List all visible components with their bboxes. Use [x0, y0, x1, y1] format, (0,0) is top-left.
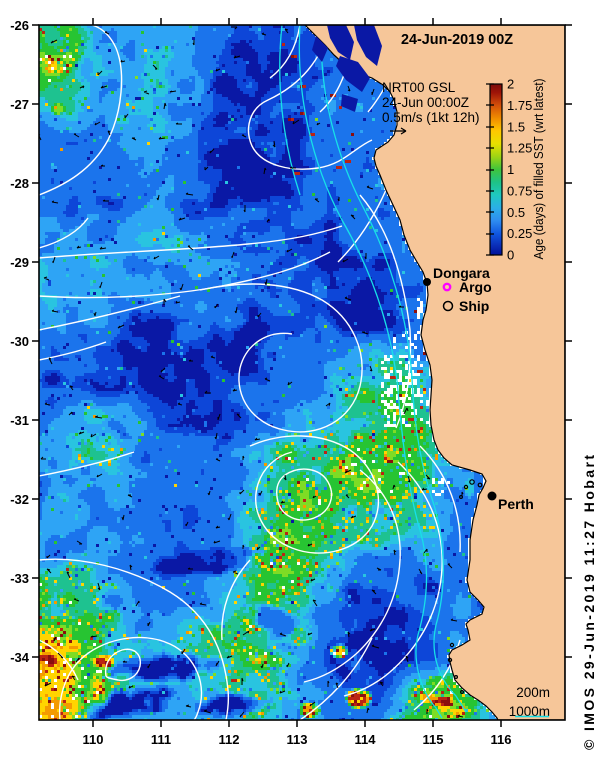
- svg-text:NRT00 GSL: NRT00 GSL: [382, 80, 456, 95]
- svg-text:Ship: Ship: [459, 298, 489, 314]
- svg-text:-31: -31: [10, 413, 29, 428]
- svg-text:0.25: 0.25: [507, 226, 532, 241]
- svg-text:1: 1: [507, 162, 514, 177]
- svg-text:0: 0: [507, 248, 514, 263]
- svg-text:113: 113: [287, 732, 308, 747]
- svg-text:-26: -26: [10, 18, 29, 33]
- svg-text:24-Jun-2019 00Z: 24-Jun-2019 00Z: [401, 32, 513, 48]
- svg-text:-34: -34: [10, 650, 30, 665]
- svg-text:Dongara: Dongara: [433, 265, 490, 281]
- svg-text:200m: 200m: [516, 685, 550, 700]
- svg-text:0.5m/s (1kt 12h): 0.5m/s (1kt 12h): [382, 110, 480, 125]
- svg-text:24-Jun 00:00Z: 24-Jun 00:00Z: [382, 95, 469, 110]
- svg-text:0.5: 0.5: [507, 205, 525, 220]
- svg-text:Perth: Perth: [498, 496, 534, 512]
- svg-text:-30: -30: [10, 334, 29, 349]
- svg-text:1.5: 1.5: [507, 119, 525, 134]
- svg-text:© IMOS 29-Jun-2019 11:27 Hobar: © IMOS 29-Jun-2019 11:27 Hobart: [581, 455, 597, 750]
- svg-text:2: 2: [507, 77, 514, 92]
- svg-text:116: 116: [491, 732, 512, 747]
- svg-text:0.75: 0.75: [507, 183, 532, 198]
- svg-text:-33: -33: [10, 571, 29, 586]
- svg-text:115: 115: [423, 732, 444, 747]
- svg-text:-29: -29: [10, 255, 29, 270]
- svg-text:Age (days) of filled SST (wrt: Age (days) of filled SST (wrt latest): [532, 79, 546, 260]
- svg-text:-28: -28: [10, 176, 29, 191]
- svg-text:1.75: 1.75: [507, 98, 532, 113]
- svg-text:114: 114: [355, 732, 377, 747]
- svg-text:-27: -27: [10, 97, 29, 112]
- svg-text:Argo: Argo: [459, 279, 492, 295]
- svg-text:111: 111: [151, 732, 171, 747]
- svg-text:-32: -32: [10, 492, 29, 507]
- svg-text:1000m: 1000m: [509, 704, 550, 719]
- svg-text:110: 110: [83, 732, 104, 747]
- svg-text:112: 112: [219, 732, 240, 747]
- svg-text:1.25: 1.25: [507, 141, 532, 156]
